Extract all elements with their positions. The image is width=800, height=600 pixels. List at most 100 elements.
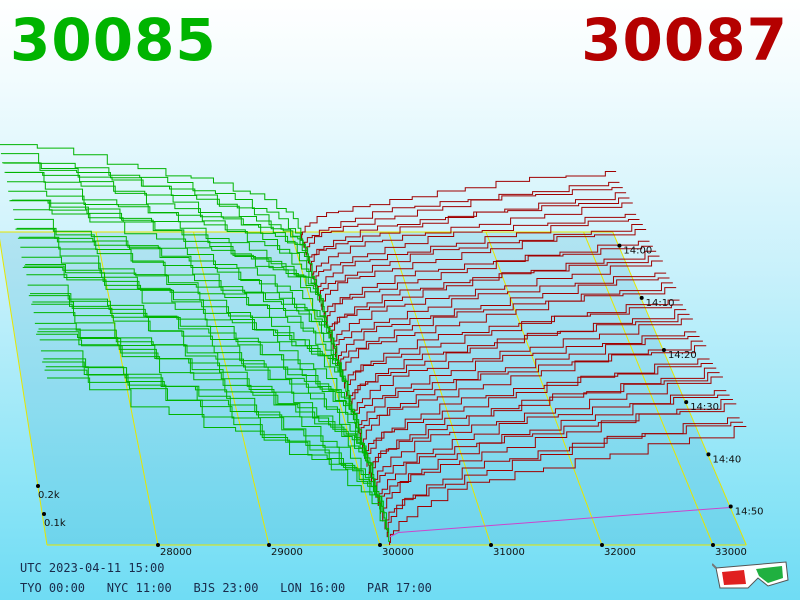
bid-depth-line: [43, 358, 384, 522]
world-clocks: TYO 00:00 NYC 11:00 BJS 23:00 LON 16:00 …: [20, 581, 432, 595]
price-grid-line: [583, 231, 714, 546]
bid-depth-line: [36, 333, 370, 475]
ask-depth-line: [373, 376, 723, 491]
ask-depth-line: [303, 181, 620, 248]
time-tick-marker: [684, 400, 689, 405]
z-tick-label: 0.2k: [38, 490, 60, 501]
x-tick-label: 30000: [382, 547, 414, 558]
ask-depth-line: [328, 250, 657, 334]
ask-depth-line: [386, 421, 743, 538]
bid-depth-line: [6, 181, 316, 287]
ask-depth-line: [352, 318, 693, 420]
bid-depth-line: [47, 377, 391, 545]
bid-depth-line: [5, 172, 314, 279]
bid-depth-line: [23, 265, 348, 397]
time-tick-label: 14:40: [712, 454, 741, 465]
bid-depth-line: [11, 199, 325, 319]
nyc-time: NYC 11:00: [106, 581, 172, 595]
bid-depth-line: [10, 200, 323, 311]
ask-depth-line: [375, 390, 727, 499]
ask-depth-line: [389, 426, 747, 545]
bid-depth-line: [38, 328, 375, 491]
3d-glasses-icon[interactable]: [712, 558, 792, 592]
time-tick-marker: [639, 295, 644, 300]
x-tick-marker: [267, 543, 271, 547]
ask-depth-line: [319, 224, 643, 303]
left-edge: [0, 238, 48, 546]
chart-grid: [0, 231, 747, 546]
time-tick-marker: [706, 452, 711, 457]
chart-plane: [0, 232, 747, 545]
x-tick-marker: [489, 543, 493, 547]
bid-depth-line: [28, 295, 357, 428]
z-tick-marker: [36, 484, 40, 488]
bid-depth-line: [15, 228, 332, 342]
bid-price: 30085: [10, 6, 217, 74]
bid-depth-line: [31, 303, 361, 444]
bid-depth-line: [13, 209, 327, 326]
time-tick-marker: [617, 243, 622, 248]
bid-depth-line: [19, 236, 339, 366]
ask-depth-line: [371, 372, 720, 483]
ask-depth-line: [348, 309, 687, 405]
ask-depth-line: [346, 304, 683, 397]
bid-depth-line: [3, 162, 309, 264]
ask-depth-line: [332, 260, 663, 350]
ask-depth-line: [350, 313, 690, 412]
z-tick-label: 0.1k: [44, 518, 66, 529]
ask-depth-line: [357, 336, 700, 436]
time-tick-marker: [728, 504, 733, 509]
ask-depth-line: [312, 202, 633, 279]
ask-depth-line: [355, 331, 697, 428]
bid-depth-line: [0, 153, 305, 248]
ask-depth-line: [361, 345, 707, 452]
ask-depth-line: [334, 272, 667, 358]
ask-depth-line: [330, 255, 660, 342]
x-tick-marker: [711, 543, 715, 547]
bid-depth-line: [26, 274, 352, 412]
right-edge: [612, 231, 747, 546]
ask-depth-line: [343, 299, 680, 389]
lon-time: LON 16:00: [280, 581, 346, 595]
ask-depth-line: [366, 363, 713, 467]
x-tick-label: 28000: [160, 547, 192, 558]
x-tick-label: 33000: [715, 547, 747, 558]
bid-depth-line: [25, 264, 350, 405]
x-tick-marker: [156, 543, 160, 547]
ask-depth-line: [323, 240, 650, 319]
ask-depth-line: [359, 340, 703, 444]
time-tick-label: 14:30: [690, 402, 719, 413]
par-time: PAR 17:00: [366, 581, 432, 595]
bid-depth-line: [4, 171, 312, 272]
bid-depth-line: [33, 312, 366, 459]
bid-depth-line: [0, 144, 303, 240]
bid-depth-line: [32, 301, 363, 452]
utc-time: UTC 2023-04-11 15:00: [20, 561, 165, 575]
price-grid-line: [388, 231, 492, 546]
price-grid-line: [193, 231, 270, 546]
ask-depth-line: [325, 245, 653, 326]
time-tick-label: 14:10: [646, 298, 675, 309]
ask-depth-line: [301, 170, 617, 240]
ask-depth-line: [380, 398, 733, 514]
mid-price-line: [389, 506, 731, 538]
time-tick-label: 14:50: [735, 506, 764, 517]
x-tick-marker: [600, 543, 604, 547]
ask-depth-line: [337, 277, 670, 366]
chart-floor: [0, 232, 747, 545]
axis-labels: 28000 29000 30000 31000 32000 33000 0.1k 0.2k 14…: [36, 243, 764, 558]
x-tick-label: 31000: [493, 547, 525, 558]
bid-depth-line: [9, 200, 321, 303]
x-tick-label: 29000: [271, 547, 303, 558]
ask-depth-line: [368, 367, 717, 475]
bid-depth-line: [45, 366, 388, 538]
bid-depth-line: [2, 162, 307, 256]
ask-depth-line: [321, 229, 647, 311]
ask-price: 30087: [581, 6, 788, 74]
tyo-time: TYO 00:00: [20, 581, 86, 595]
ask-depth-line: [339, 282, 673, 373]
bid-depth-line: [37, 331, 373, 483]
z-tick-marker: [42, 512, 46, 516]
ask-depth-line: [310, 197, 630, 272]
